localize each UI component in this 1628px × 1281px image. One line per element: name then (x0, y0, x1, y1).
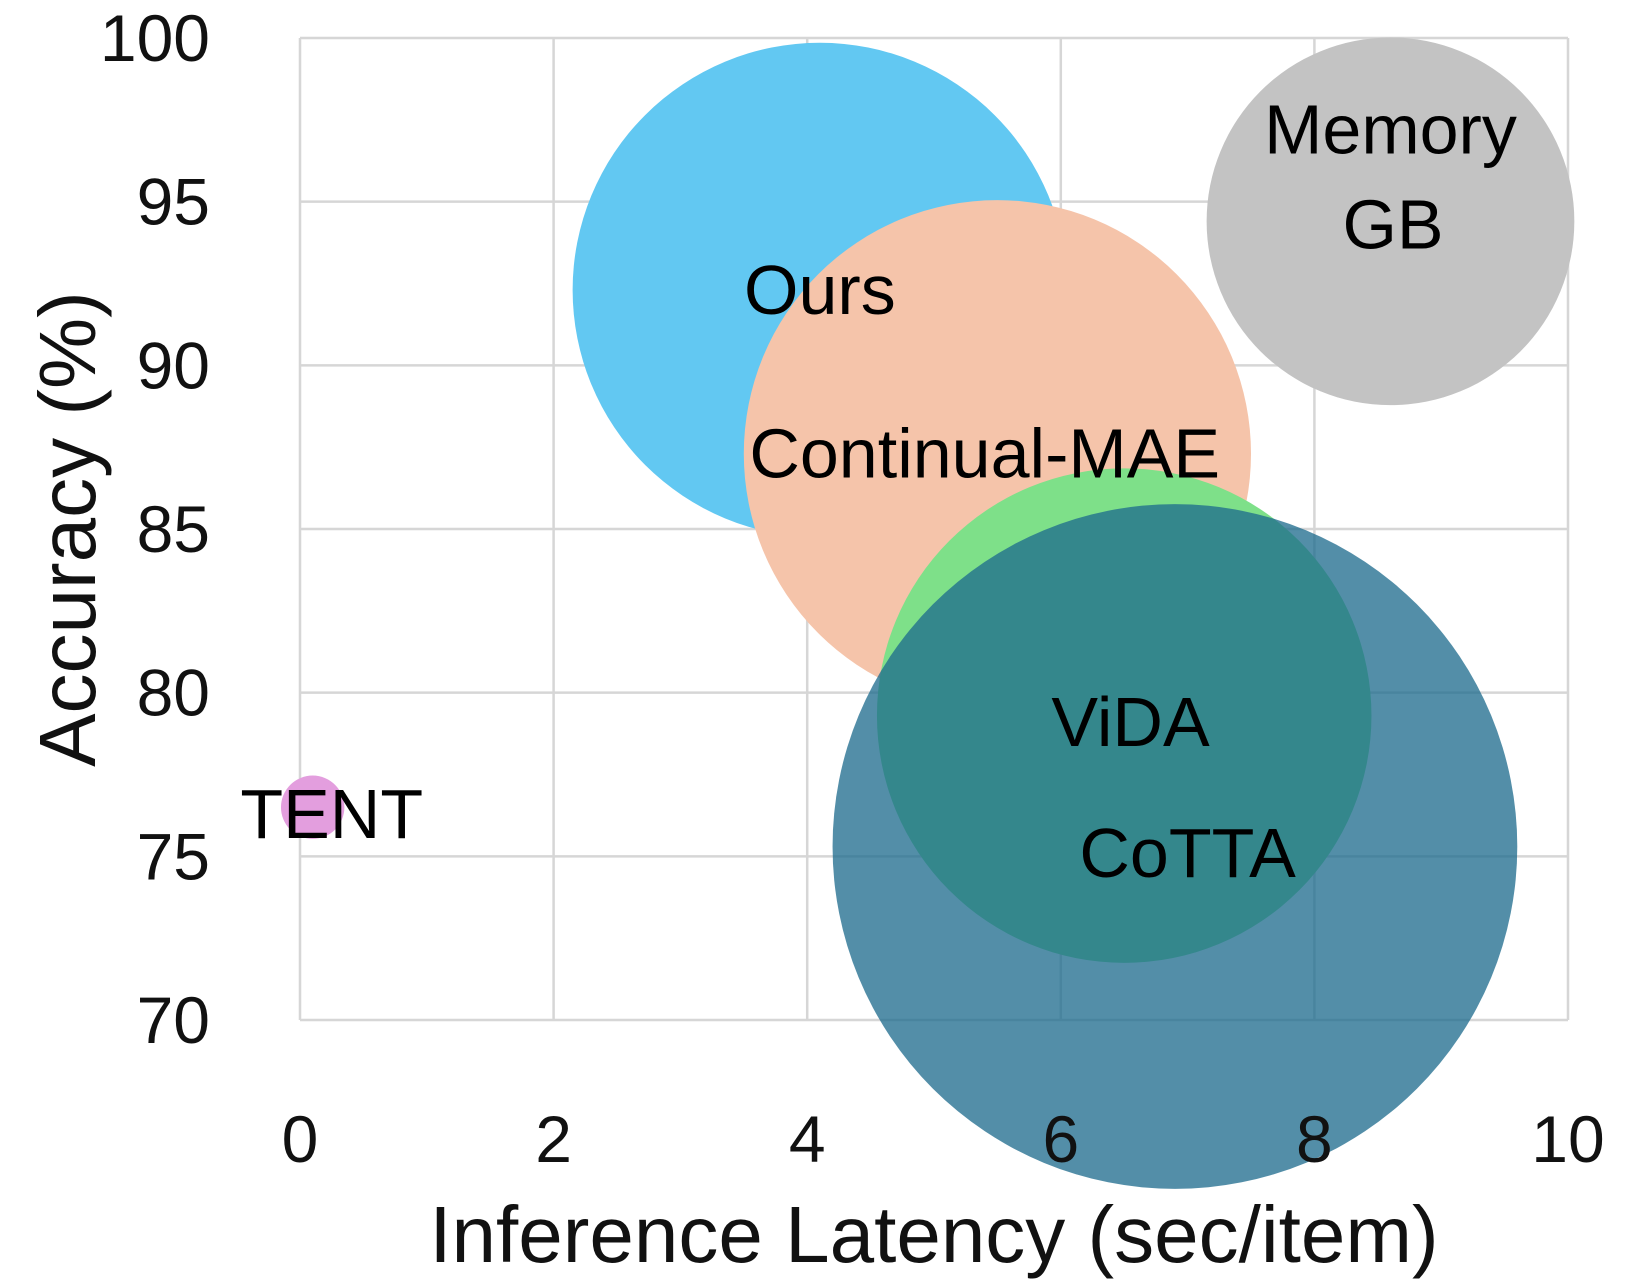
bubble-cotta (832, 504, 1518, 1189)
bubble-label-tent: TENT (240, 775, 423, 853)
bubble-label-memory: Memory (1264, 91, 1517, 169)
bubble-memory (1206, 37, 1575, 406)
tick-labels: 0 2 4 6 8 10 70 75 80 85 90 95 100 (100, 1, 1605, 1176)
x-tick-label-1: 2 (535, 1102, 572, 1176)
bubble-tent (280, 775, 345, 839)
x-tick-label-4: 8 (1296, 1102, 1333, 1176)
y-tick-label-6: 100 (100, 1, 210, 75)
y-tick-label-3: 85 (137, 492, 210, 566)
y-tick-label-1: 75 (137, 819, 210, 893)
y-axis-title: Accuracy (%) (23, 291, 112, 767)
x-tick-label-0: 0 (282, 1102, 319, 1176)
bubble-label-vida: ViDA (1051, 683, 1210, 761)
y-tick-label-2: 80 (137, 656, 210, 730)
bubble-label-cotta: CoTTA (1079, 814, 1296, 892)
bubble-label-gb: GB (1342, 186, 1443, 264)
bubble-label-ours: Ours (744, 251, 896, 329)
y-tick-label-4: 90 (137, 328, 210, 402)
y-tick-label-5: 95 (137, 165, 210, 239)
x-axis-title: Inference Latency (sec/item) (429, 1190, 1438, 1279)
y-tick-label-0: 70 (137, 983, 210, 1057)
x-tick-label-2: 4 (789, 1102, 826, 1176)
bubble-label-continual-mae: Continual-MAE (749, 415, 1220, 493)
bubble-labels: TENT Ours Continual-MAE ViDA CoTTA Memory GB (240, 91, 1517, 892)
x-tick-label-3: 6 (1042, 1102, 1079, 1176)
x-tick-label-5: 10 (1531, 1102, 1604, 1176)
bubbles (280, 37, 1575, 1189)
